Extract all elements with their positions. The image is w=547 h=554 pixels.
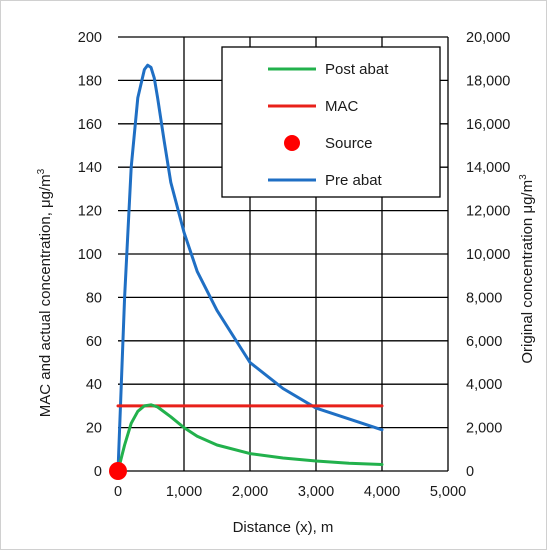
source-point (109, 462, 127, 480)
legend-label: Post abat (325, 61, 389, 78)
legend: Post abat MAC Source Pre abat (221, 46, 441, 198)
x-tick-label: 3,000 (298, 484, 334, 500)
y-right-tick-label: 16,000 (466, 117, 510, 133)
y-right-tick-label: 20,000 (466, 30, 510, 46)
y-right-tick-label: 10,000 (466, 247, 510, 263)
legend-marker-source (284, 135, 300, 151)
legend-box (221, 46, 441, 198)
y-left-tick-label: 180 (78, 73, 102, 89)
y-left-tick-label: 60 (86, 334, 102, 350)
y-left-tick-label: 160 (78, 117, 102, 133)
y-left-tick-label: 100 (78, 247, 102, 263)
y-left-tick-label: 80 (86, 290, 102, 306)
series-layer (109, 63, 384, 480)
y-left-tick-label: 120 (78, 204, 102, 220)
y-axis-label-left: MAC and actual concentration, μg/m3 (36, 168, 54, 417)
y-right-tick-label: 12,000 (466, 204, 510, 220)
x-tick-label: 2,000 (232, 484, 268, 500)
x-tick-label: 5,000 (430, 484, 466, 500)
y-right-tick-label: 8,000 (466, 290, 502, 306)
y-left-tick-label: 20 (86, 421, 102, 437)
tick-labels: 0 1,000 2,000 3,000 4,000 5,00002040608010012… (78, 30, 511, 500)
legend-label: MAC (325, 98, 359, 115)
pre-abat-series-line (116, 63, 384, 473)
legend-label: Source (325, 135, 373, 152)
y-left-tick-label: 40 (86, 377, 102, 393)
y-left-tick-label: 200 (78, 30, 102, 46)
x-axis-label: Distance (x), m (233, 519, 334, 536)
x-tick-label: 1,000 (166, 484, 202, 500)
y-right-tick-label: 0 (466, 464, 474, 480)
y-left-tick-label: 140 (78, 160, 102, 176)
post-abat-series-line (116, 403, 384, 473)
y-right-tick-label: 6,000 (466, 334, 502, 350)
y-right-tick-label: 14,000 (466, 160, 510, 176)
y-right-tick-label: 18,000 (466, 73, 510, 89)
y-axis-label-right: Original concentration μg/m3 (518, 174, 536, 364)
x-tick-label: 0 (114, 484, 122, 500)
legend-label: Pre abat (325, 172, 383, 189)
x-tick-label: 4,000 (364, 484, 400, 500)
y-right-tick-label: 4,000 (466, 377, 502, 393)
y-right-tick-label: 2,000 (466, 421, 502, 437)
y-left-tick-label: 0 (94, 464, 102, 480)
